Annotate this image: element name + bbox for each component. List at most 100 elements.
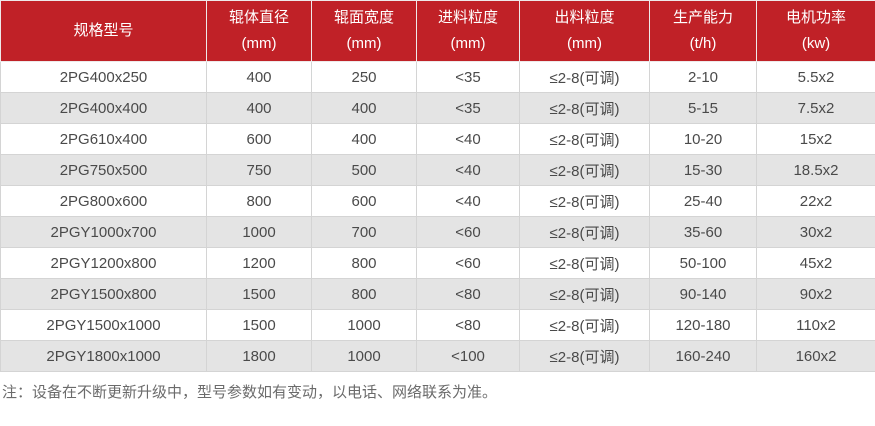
table-cell: 90x2: [756, 278, 875, 310]
table-cell: 750: [206, 154, 312, 186]
table-cell: 400: [311, 123, 417, 155]
table-header-cell-2: 辊面宽度 (mm): [311, 0, 417, 62]
table-cell: 18.5x2: [756, 154, 875, 186]
table-cell: 1200: [206, 247, 312, 279]
table-cell: 160-240: [649, 340, 757, 372]
header-unit: (mm): [567, 35, 602, 52]
table-cell: 800: [206, 185, 312, 217]
table-header-cell-5: 生产能力 (t/h): [649, 0, 757, 62]
table-header-cell-6: 电机功率 (kw): [756, 0, 875, 62]
table-cell: 30x2: [756, 216, 875, 248]
table-cell: 800: [311, 247, 417, 279]
spec-table-body: 2PG400x250 400 250 <35 ≤2-8(可调) 2-10 5.5x2 2PG4…: [0, 61, 875, 372]
table-cell: 2PG400x400: [0, 92, 207, 124]
table-cell: <40: [416, 154, 520, 186]
table-cell: 7.5x2: [756, 92, 875, 124]
table-header-cell-3: 进料粒度 (mm): [416, 0, 520, 62]
table-cell: <60: [416, 247, 520, 279]
header-unit: (kw): [801, 35, 831, 52]
table-cell: 600: [206, 123, 312, 155]
table-cell: 500: [311, 154, 417, 186]
table-header-cell-0: 规格型号: [0, 0, 207, 62]
header-unit: (mm): [241, 35, 277, 52]
table-cell: 1000: [311, 309, 417, 341]
table-cell: 2PG400x250: [0, 61, 207, 93]
header-label: 出料粒度: [554, 9, 615, 26]
table-cell: 700: [311, 216, 417, 248]
table-cell: 1000: [206, 216, 312, 248]
table-cell: ≤2-8(可调): [519, 216, 650, 248]
table-cell: ≤2-8(可调): [519, 340, 650, 372]
table-cell: 15-30: [649, 154, 757, 186]
table-cell: 2-10: [649, 61, 757, 93]
table-cell: 10-20: [649, 123, 757, 155]
table-cell: 5.5x2: [756, 61, 875, 93]
table-cell: ≤2-8(可调): [519, 278, 650, 310]
header-unit: (mm): [450, 35, 486, 52]
header-label: 辊体直径: [228, 9, 289, 26]
table-cell: 800: [311, 278, 417, 310]
table-header-cell-1: 辊体直径 (mm): [206, 0, 312, 62]
table-cell: 2PG800x600: [0, 185, 207, 217]
table-cell: 250: [311, 61, 417, 93]
table-row: 2PG400x250 400 250 <35 ≤2-8(可调) 2-10 5.5x2: [0, 61, 875, 93]
table-cell: ≤2-8(可调): [519, 123, 650, 155]
header-label: 辊面宽度: [333, 9, 394, 26]
table-cell: <80: [416, 278, 520, 310]
table-cell: 5-15: [649, 92, 757, 124]
table-row: 2PGY1800x1000 1800 1000 <100 ≤2-8(可调) 160-240…: [0, 340, 875, 372]
table-cell: 2PGY1500x1000: [0, 309, 207, 341]
table-header-row: 规格型号 辊体直径 (mm) 辊面宽度 (mm) 进料粒度 (mm) 出料粒度 (mm) 生产能力…: [0, 0, 875, 62]
header-label: 进料粒度: [437, 9, 498, 26]
table-cell: 400: [206, 61, 312, 93]
table-row: 2PG750x500 750 500 <40 ≤2-8(可调) 15-30 18.5x2: [0, 154, 875, 186]
table-cell: 45x2: [756, 247, 875, 279]
table-row: 2PGY1000x700 1000 700 <60 ≤2-8(可调) 35-60 30x2: [0, 216, 875, 248]
table-row: 2PG610x400 600 400 <40 ≤2-8(可调) 10-20 15x2: [0, 123, 875, 155]
table-cell: 1500: [206, 278, 312, 310]
table-cell: ≤2-8(可调): [519, 309, 650, 341]
table-cell: <80: [416, 309, 520, 341]
table-cell: <40: [416, 123, 520, 155]
table-cell: 2PGY1500x800: [0, 278, 207, 310]
table-cell: <100: [416, 340, 520, 372]
table-cell: ≤2-8(可调): [519, 92, 650, 124]
note-text: 注：设备在不断更新升级中，型号参数如有变动，以电话、网络联系为准。: [2, 384, 498, 401]
table-cell: 35-60: [649, 216, 757, 248]
table-cell: 1800: [206, 340, 312, 372]
table-cell: <35: [416, 61, 520, 93]
table-cell: 160x2: [756, 340, 875, 372]
table-cell: 15x2: [756, 123, 875, 155]
table-cell: 25-40: [649, 185, 757, 217]
table-cell: 90-140: [649, 278, 757, 310]
header-unit: (mm): [346, 35, 382, 52]
table-cell: <35: [416, 92, 520, 124]
table-cell: ≤2-8(可调): [519, 247, 650, 279]
table-cell: ≤2-8(可调): [519, 185, 650, 217]
table-cell: 400: [206, 92, 312, 124]
header-label: 电机功率: [785, 9, 846, 26]
table-row: 2PGY1500x800 1500 800 <80 ≤2-8(可调) 90-140 90x2: [0, 278, 875, 310]
table-cell: 600: [311, 185, 417, 217]
table-cell: 2PGY1000x700: [0, 216, 207, 248]
spec-table: 规格型号 辊体直径 (mm) 辊面宽度 (mm) 进料粒度 (mm) 出料粒度 (mm) 生产能力…: [0, 0, 875, 372]
table-cell: 2PG750x500: [0, 154, 207, 186]
header-label: 生产能力: [672, 9, 733, 26]
table-row: 2PGY1500x1000 1500 1000 <80 ≤2-8(可调) 120-180 1…: [0, 309, 875, 341]
table-cell: 2PG610x400: [0, 123, 207, 155]
table-cell: 2PGY1800x1000: [0, 340, 207, 372]
table-row: 2PG800x600 800 600 <40 ≤2-8(可调) 25-40 22x2: [0, 185, 875, 217]
table-cell: 2PGY1200x800: [0, 247, 207, 279]
header-label: 规格型号: [73, 22, 134, 39]
table-cell: 50-100: [649, 247, 757, 279]
table-cell: 22x2: [756, 185, 875, 217]
table-cell: <60: [416, 216, 520, 248]
table-cell: ≤2-8(可调): [519, 61, 650, 93]
table-cell: <40: [416, 185, 520, 217]
table-header-cell-4: 出料粒度 (mm): [519, 0, 650, 62]
table-cell: 1000: [311, 340, 417, 372]
table-cell: ≤2-8(可调): [519, 154, 650, 186]
table-cell: 120-180: [649, 309, 757, 341]
table-cell: 110x2: [756, 309, 875, 341]
